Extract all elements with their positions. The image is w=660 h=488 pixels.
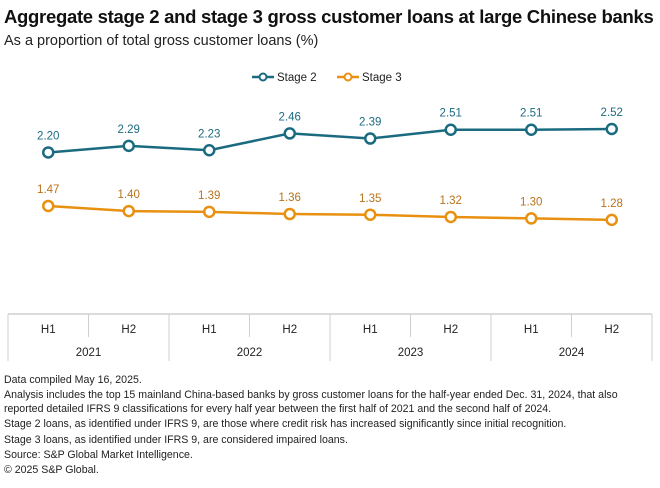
data-point bbox=[444, 210, 457, 224]
line-chart: Stage 2 Stage 3 2.20 2.29 2.23 2.46 2.39 2.51 2.… bbox=[7, 72, 653, 361]
data-label: 1.39 bbox=[198, 190, 220, 202]
note-source: Source: S&P Global Market Intelligence. bbox=[4, 449, 193, 462]
data-label: 1.36 bbox=[279, 192, 301, 204]
data-point bbox=[364, 208, 377, 222]
data-point bbox=[122, 204, 135, 218]
x-tick-label: H1 bbox=[41, 324, 56, 336]
data-point bbox=[283, 127, 296, 140]
series-line-1 bbox=[48, 204, 612, 222]
data-label: 1.30 bbox=[520, 196, 542, 208]
note-analysis: Analysis includes the top 15 mainland Ch… bbox=[4, 389, 618, 415]
data-label: 2.29 bbox=[118, 124, 140, 136]
data-label: 1.28 bbox=[601, 198, 623, 210]
data-label: 2.46 bbox=[279, 111, 301, 123]
data-point bbox=[605, 213, 618, 227]
series-line-0 bbox=[48, 127, 612, 154]
x-tick-label: H1 bbox=[363, 324, 378, 336]
x-year-label: 2024 bbox=[559, 347, 585, 359]
x-year-label: 2021 bbox=[76, 347, 102, 359]
data-point bbox=[122, 139, 135, 153]
data-point bbox=[605, 122, 618, 136]
data-point bbox=[283, 207, 296, 221]
legend-label-1: Stage 3 bbox=[362, 72, 402, 84]
x-tick-label: H1 bbox=[202, 324, 217, 336]
x-tick-label: H1 bbox=[524, 324, 539, 336]
note-stage2: Stage 2 loans, as identified under IFRS … bbox=[4, 418, 567, 431]
legend-marker-1 bbox=[343, 72, 353, 82]
data-point bbox=[42, 146, 55, 159]
x-tick-label: H2 bbox=[282, 324, 297, 336]
x-tick-label: H2 bbox=[121, 324, 136, 336]
note-copyright: © 2025 S&P Global. bbox=[4, 464, 99, 477]
data-point bbox=[444, 123, 457, 136]
x-tick-label: H2 bbox=[604, 324, 619, 336]
data-point bbox=[364, 132, 377, 145]
x-year-label: 2023 bbox=[398, 347, 424, 359]
data-label: 2.51 bbox=[440, 108, 462, 120]
x-tick-label: H2 bbox=[443, 324, 458, 336]
data-point bbox=[525, 212, 538, 225]
data-label: 2.51 bbox=[520, 108, 542, 120]
legend-label-0: Stage 2 bbox=[277, 72, 317, 84]
data-point bbox=[42, 199, 55, 213]
data-point bbox=[203, 205, 216, 219]
data-label: 2.23 bbox=[198, 128, 220, 140]
chart-subtitle: As a proportion of total gross customer … bbox=[4, 33, 319, 49]
note-compiled: Data compiled May 16, 2025. bbox=[4, 374, 142, 386]
data-label: 2.52 bbox=[601, 107, 623, 119]
data-label: 1.40 bbox=[118, 189, 140, 201]
data-label: 1.35 bbox=[359, 193, 381, 205]
data-label: 2.20 bbox=[37, 130, 59, 142]
data-label: 2.39 bbox=[359, 117, 381, 129]
note-stage3: Stage 3 loans, as identified under IFRS … bbox=[4, 433, 348, 446]
data-label: 1.32 bbox=[440, 195, 462, 207]
data-point bbox=[525, 123, 538, 136]
data-point bbox=[203, 144, 216, 157]
data-label: 1.47 bbox=[37, 184, 59, 196]
footnotes: Data compiled May 16, 2025. Analysis inc… bbox=[4, 374, 660, 478]
chart-title: Aggregate stage 2 and stage 3 gross cust… bbox=[4, 6, 654, 27]
x-year-label: 2022 bbox=[237, 347, 263, 359]
legend-marker-0 bbox=[258, 72, 268, 82]
